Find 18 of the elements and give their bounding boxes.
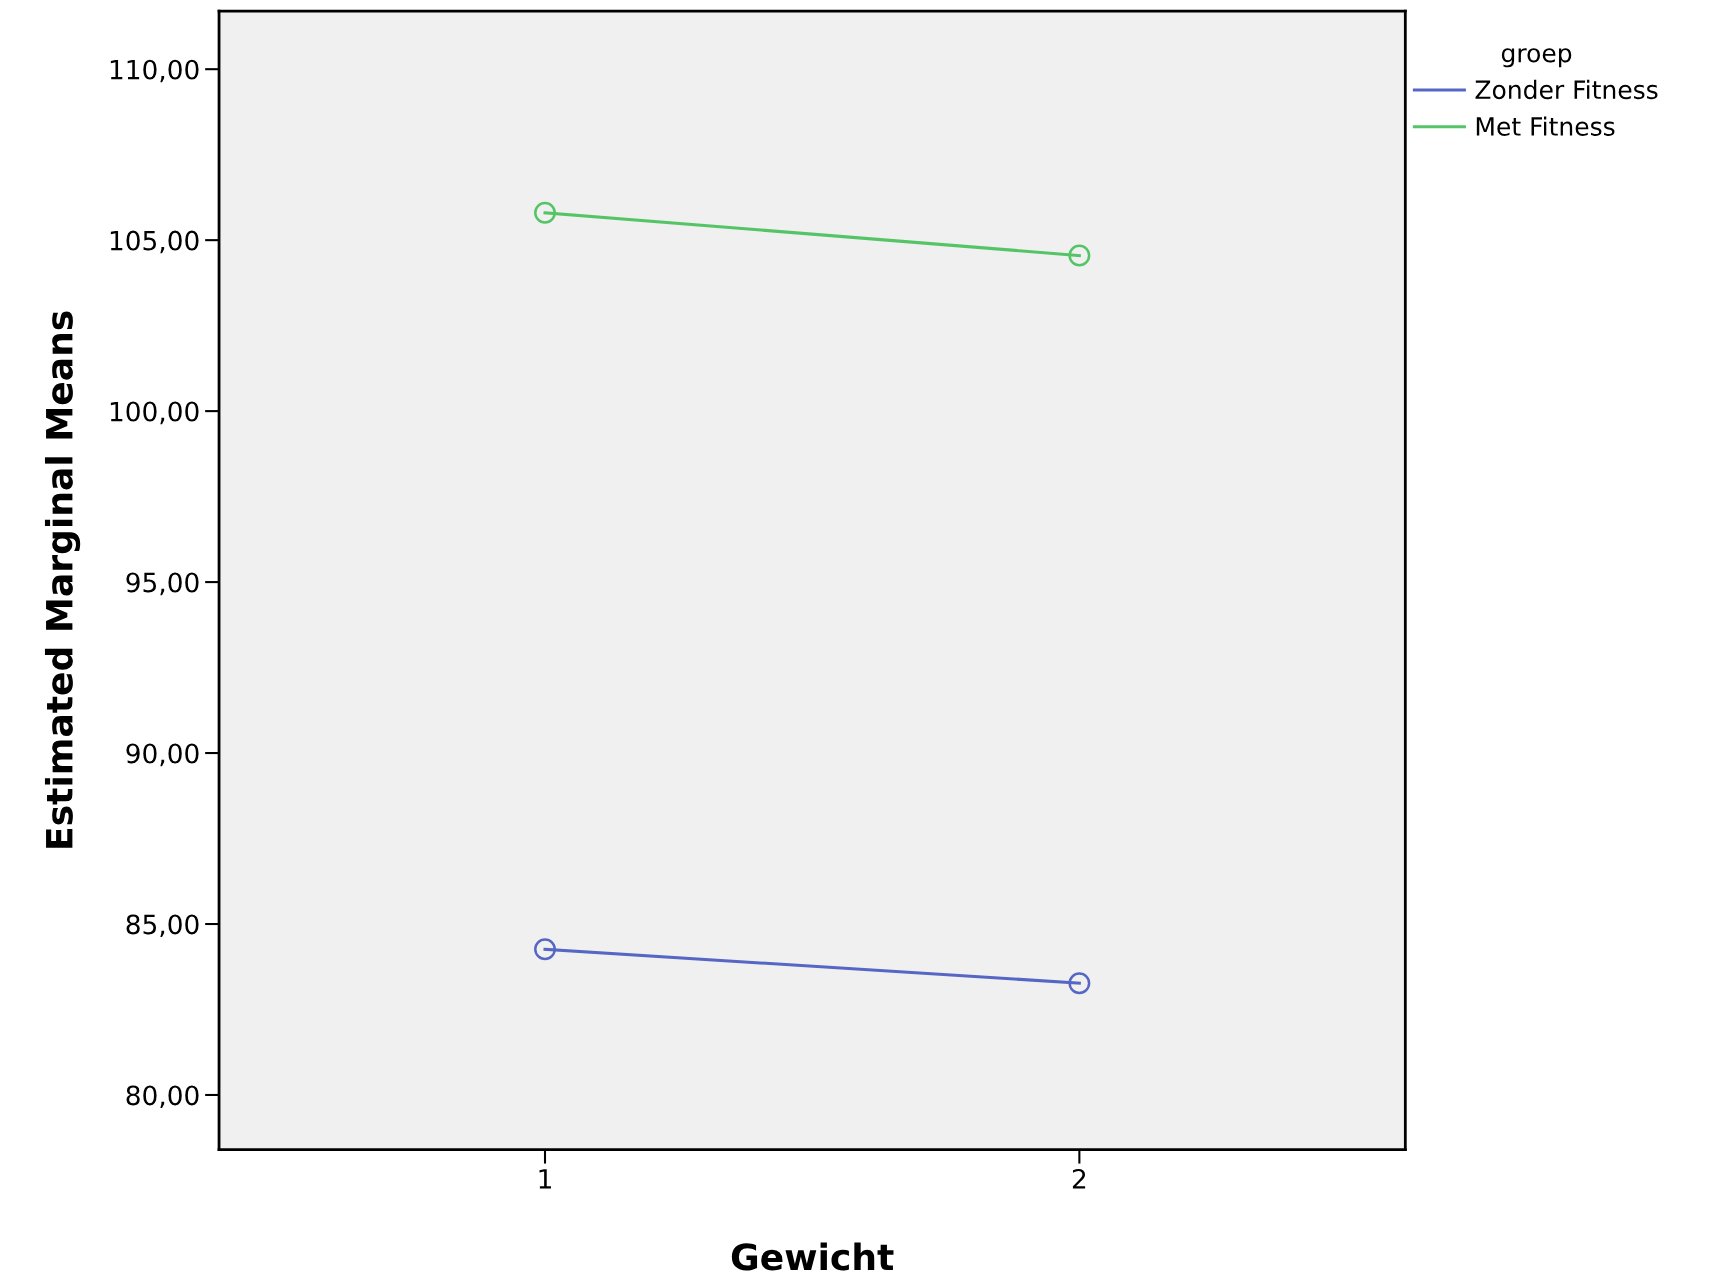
legend-label: Zonder Fitness <box>1475 79 1658 100</box>
legend-label: Met Fitness <box>1476 116 1615 136</box>
x-tick-label: 2 <box>1072 1168 1086 1189</box>
y-tick-label: 85,00 <box>126 914 199 938</box>
x-tick-label: 1 <box>539 1169 551 1189</box>
point <box>1068 244 1091 267</box>
y-tick-label: 105,00 <box>110 230 199 254</box>
y-tick-label: 110,00 <box>110 59 199 83</box>
x-axis-title: Gewicht <box>731 1242 894 1271</box>
point <box>1068 972 1091 995</box>
y-tick-label: 80,00 <box>126 1085 199 1109</box>
y-axis-title: Estimated Marginal Means <box>44 311 81 848</box>
legend-title: groep <box>1501 48 1572 68</box>
point <box>534 201 556 224</box>
point <box>534 938 556 961</box>
y-tick-label: 95,00 <box>126 572 199 596</box>
y-tick-label: 90,00 <box>126 743 199 767</box>
y-tick-label: 100,00 <box>110 401 199 425</box>
